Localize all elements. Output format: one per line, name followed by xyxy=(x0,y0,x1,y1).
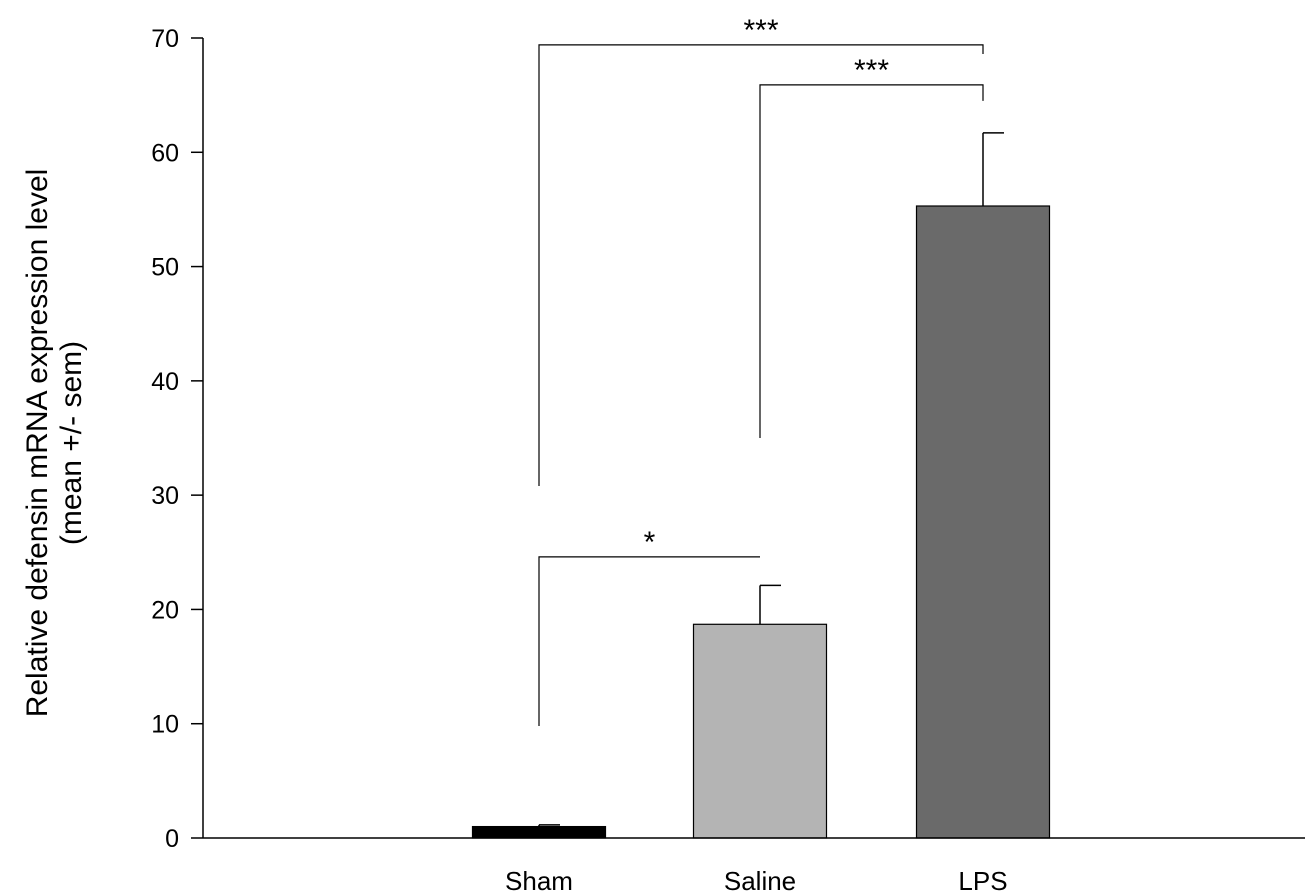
significance-bracket: *** xyxy=(538,14,984,486)
y-axis-subtitle: (mean +/- sem) xyxy=(55,341,88,545)
bracket-line xyxy=(759,84,984,438)
bracket-line xyxy=(538,556,760,726)
y-axis-title: Relative defensin mRNA expression level xyxy=(21,169,54,718)
x-axis: Sham Saline LPS xyxy=(203,837,1305,892)
y-tick-label: 70 xyxy=(151,25,179,53)
x-tick-label: Saline xyxy=(724,866,796,892)
x-tick-label: Sham xyxy=(505,866,573,892)
x-tick-label: LPS xyxy=(958,866,1007,892)
significance-bracket: * xyxy=(538,526,760,726)
significance-label: * xyxy=(644,526,656,559)
bar-saline xyxy=(692,623,828,839)
y-tick-label: 50 xyxy=(151,254,179,282)
y-axis: 0 10 20 30 40 50 60 70 xyxy=(151,25,204,853)
significance-label: *** xyxy=(743,14,778,47)
y-tick-label: 0 xyxy=(165,825,179,853)
y-tick-label: 30 xyxy=(151,482,179,510)
y-tick-label: 20 xyxy=(151,596,179,624)
y-tick-label: 40 xyxy=(151,368,179,396)
y-tick-label: 60 xyxy=(151,139,179,167)
bar-sham xyxy=(471,825,607,839)
significance-brackets: ******* xyxy=(538,14,984,726)
bars xyxy=(471,132,1051,839)
y-tick-label: 10 xyxy=(151,711,179,739)
significance-bracket: *** xyxy=(759,54,984,438)
bracket-line xyxy=(538,44,984,486)
bar-lps xyxy=(915,205,1051,839)
significance-label: *** xyxy=(854,54,889,87)
